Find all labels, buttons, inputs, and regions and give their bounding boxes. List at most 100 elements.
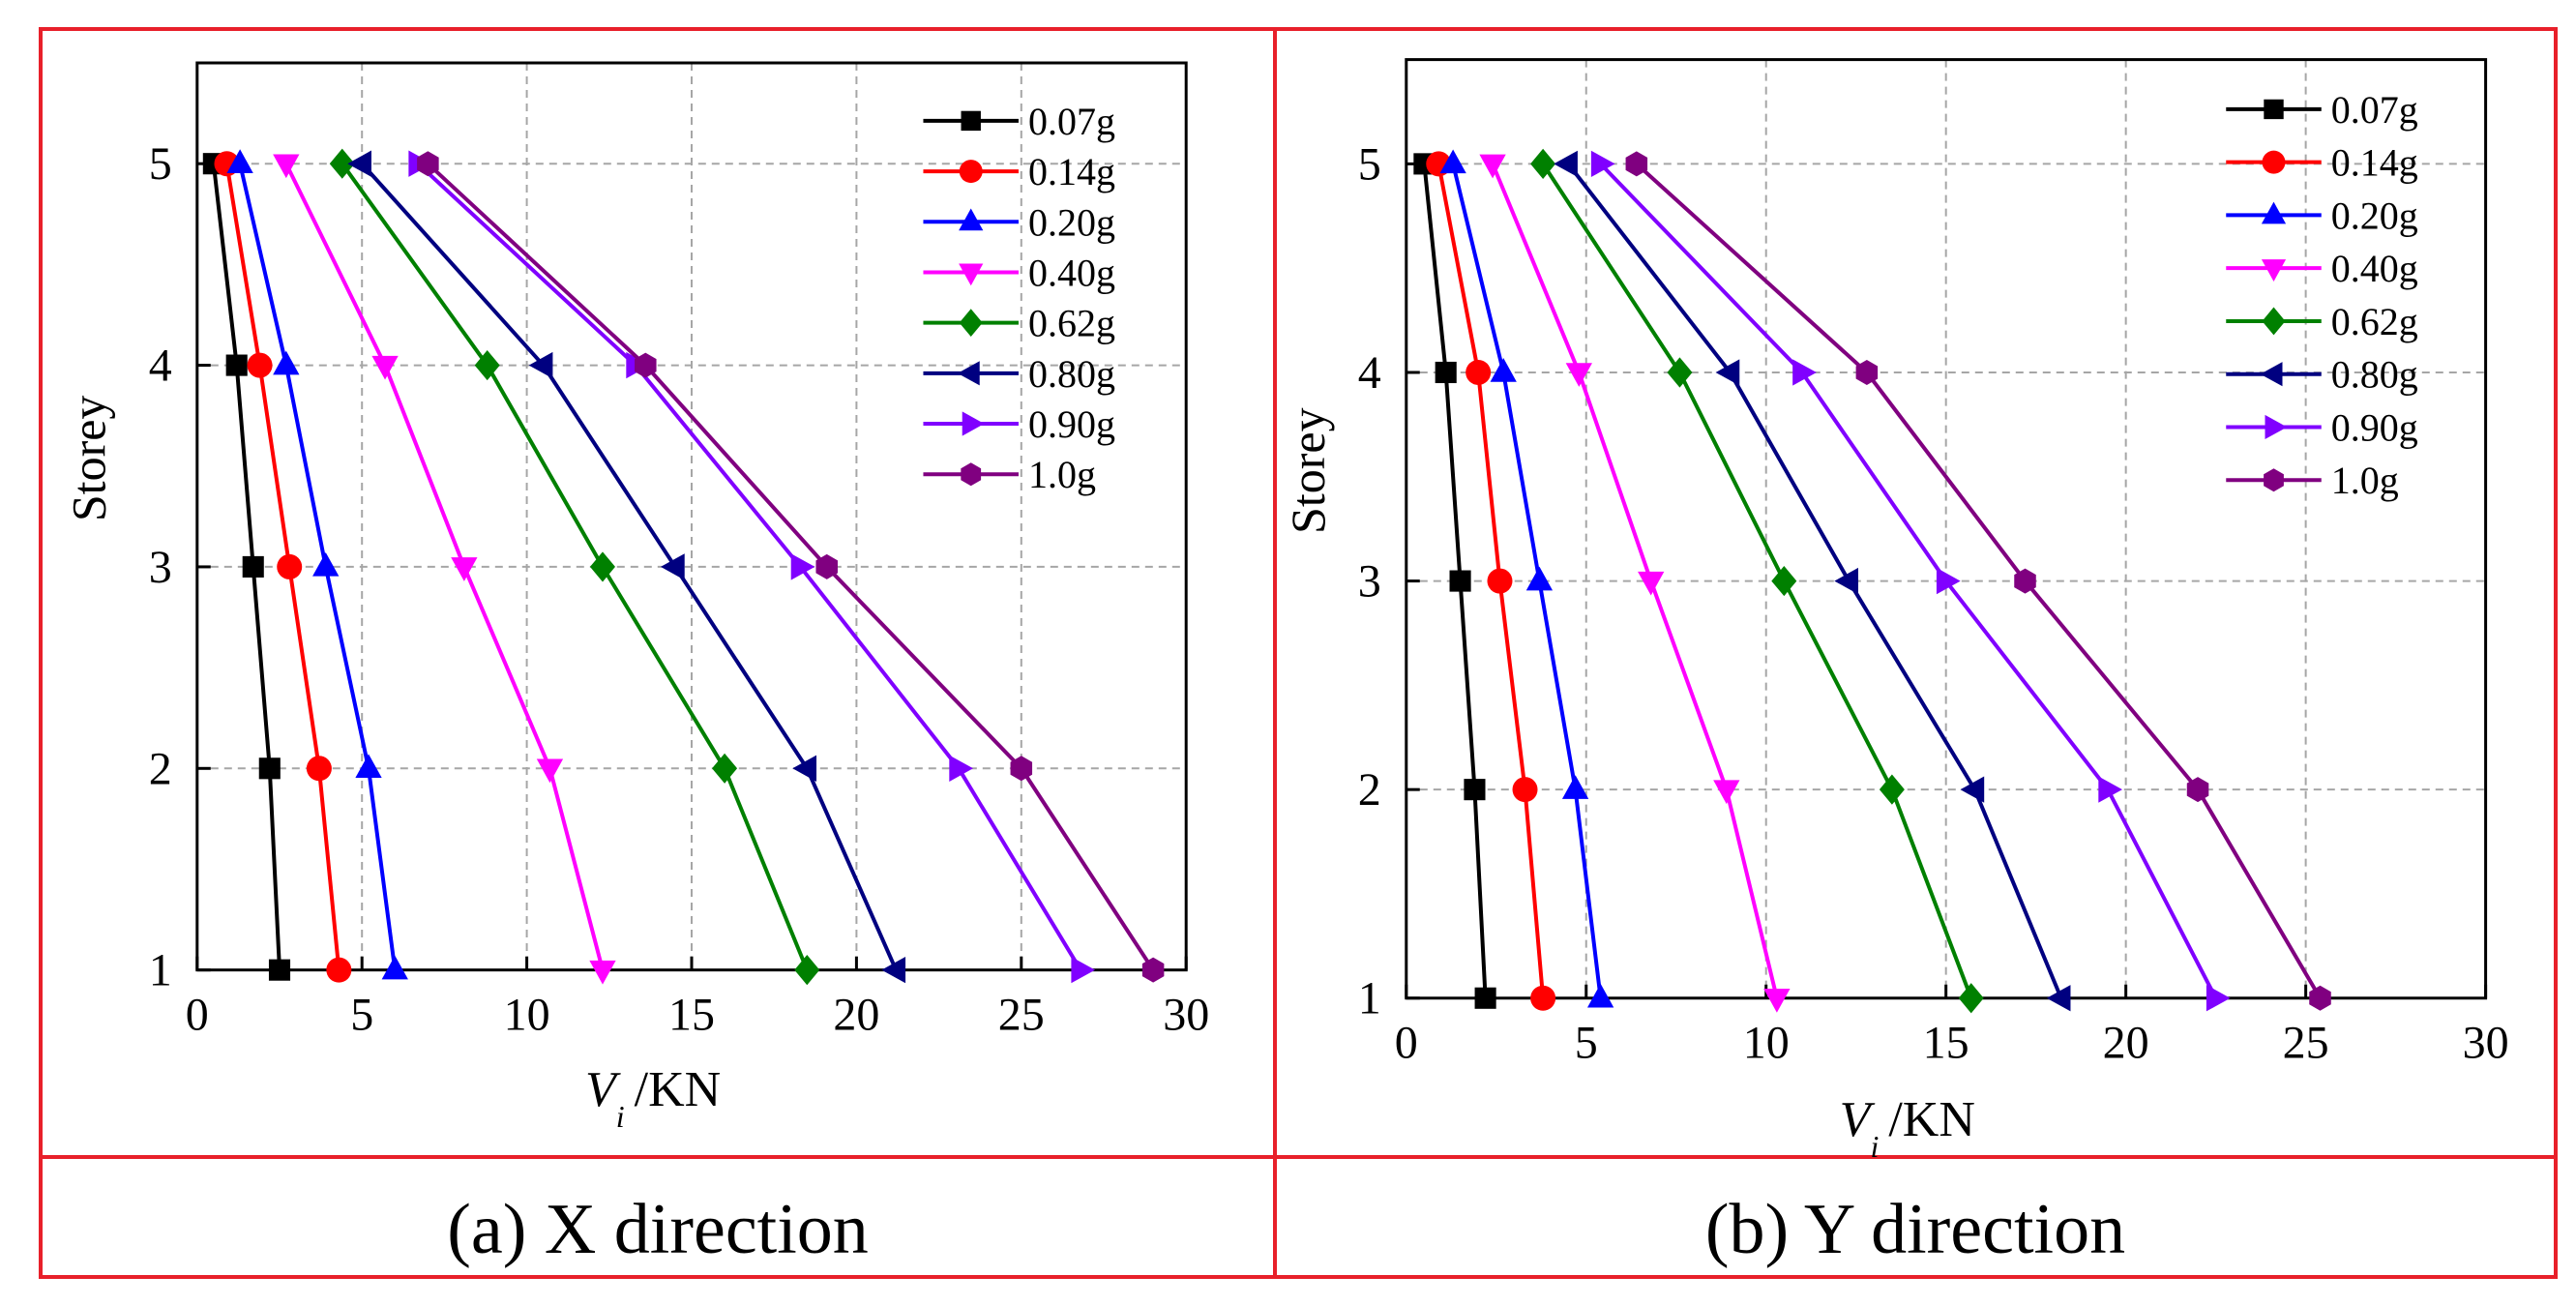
legend-marker xyxy=(2261,201,2287,224)
data-point xyxy=(2309,985,2331,1011)
y-tick-label: 1 xyxy=(1358,973,1381,1024)
legend-label: 0.62g xyxy=(2331,300,2418,343)
data-point xyxy=(1141,957,1165,983)
legend-item: 0.20g xyxy=(2226,193,2418,237)
legend-item: 0.62g xyxy=(923,302,1115,345)
legend-item: 0.14g xyxy=(2226,141,2418,185)
figure-frame xyxy=(39,27,2558,1279)
data-point xyxy=(712,753,738,784)
data-point xyxy=(1792,359,1817,386)
legend-marker xyxy=(959,208,984,231)
x-tick-label: 5 xyxy=(350,990,373,1041)
data-point xyxy=(589,551,615,582)
data-point xyxy=(2098,776,2123,803)
data-point xyxy=(2206,985,2231,1012)
y-tick-label: 1 xyxy=(149,945,172,996)
series-0.40g xyxy=(1479,154,1791,1013)
series-0.80g xyxy=(347,150,906,984)
legend-label: 1.0g xyxy=(2331,459,2399,502)
data-point xyxy=(355,754,382,779)
data-point xyxy=(1474,987,1496,1009)
data-point xyxy=(1512,777,1538,803)
series-1.0g xyxy=(417,151,1165,983)
panel-x-direction: 0 5 10 15 20 25 3012345StoreyVi/KN0.07g0.14g0.… xyxy=(62,61,1209,1134)
data-point xyxy=(1525,566,1554,591)
legend-item: 1.0g xyxy=(923,453,1096,496)
legend-marker xyxy=(2264,468,2284,492)
data-point xyxy=(815,553,838,579)
y-tick-label: 4 xyxy=(1358,347,1381,399)
caption-x-direction: (a) X direction xyxy=(447,1190,869,1269)
legend: 0.07g 0.14g 0.20g 0.40g 0.62g 0.80g 0.90g 1.0g xyxy=(2226,88,2418,502)
series-0.20g xyxy=(226,149,408,980)
legend-marker xyxy=(2264,99,2284,120)
x-tick-label: 15 xyxy=(1923,1018,1969,1069)
y-tick-label: 3 xyxy=(149,542,172,593)
data-point xyxy=(1435,361,1457,384)
data-point xyxy=(2014,568,2036,594)
legend-label: 0.40g xyxy=(1028,251,1115,294)
data-point xyxy=(1855,359,1879,385)
data-point xyxy=(329,148,355,179)
data-point xyxy=(242,555,264,578)
x-axis-label: Vi/KN xyxy=(1840,1092,1975,1164)
data-point xyxy=(1449,570,1471,592)
legend-item: 0.90g xyxy=(923,402,1115,446)
legend-item: 0.20g xyxy=(923,200,1115,244)
data-point xyxy=(1667,357,1693,388)
data-point xyxy=(381,955,408,980)
data-point xyxy=(589,960,616,985)
series-1.0g xyxy=(1625,151,2331,1011)
legend-marker xyxy=(957,361,980,386)
x-tick-label: 10 xyxy=(504,990,550,1041)
data-point xyxy=(273,154,300,179)
legend-item: 0.40g xyxy=(2226,247,2418,290)
legend-marker xyxy=(2262,150,2286,174)
legend-label: 0.07g xyxy=(2331,88,2418,132)
data-point xyxy=(1565,363,1592,387)
data-point xyxy=(1713,780,1740,805)
series-0.62g xyxy=(329,148,820,986)
legend-label: 0.80g xyxy=(2331,353,2418,397)
x-axis-label-subscript: i xyxy=(1870,1129,1879,1164)
data-point xyxy=(792,755,817,782)
series-0.20g xyxy=(1439,149,1614,1008)
legend-label: 0.80g xyxy=(1028,352,1115,396)
data-point xyxy=(2046,985,2071,1012)
data-point xyxy=(661,553,685,580)
data-point xyxy=(1625,151,1648,177)
data-point xyxy=(881,957,906,984)
x-axis-label-subscript: i xyxy=(616,1099,625,1134)
legend-marker xyxy=(2261,259,2287,282)
series-line xyxy=(341,163,810,971)
legend-label: 0.90g xyxy=(1028,402,1115,446)
data-point xyxy=(2186,777,2209,803)
y-tick-label: 3 xyxy=(1358,556,1381,608)
legend-marker xyxy=(2265,414,2288,440)
data-point xyxy=(225,354,248,376)
data-point xyxy=(1879,774,1905,805)
data-point xyxy=(536,758,564,784)
panel-y-direction: 0 5 10 15 20 25 3012345StoreyVi/KN0.07g0.14g0.… xyxy=(1281,58,2509,1164)
legend-label: 0.14g xyxy=(1028,150,1115,193)
x-tick-label: 30 xyxy=(2463,1018,2509,1069)
data-point xyxy=(474,349,500,381)
y-tick-label: 5 xyxy=(149,138,172,190)
data-point xyxy=(1715,359,1740,386)
series-line xyxy=(416,162,1082,971)
series-0.14g xyxy=(1426,151,1556,1011)
y-tick-label: 4 xyxy=(149,341,172,392)
legend-item: 0.62g xyxy=(2226,300,2418,343)
series-0.07g xyxy=(1413,153,1496,1009)
data-point xyxy=(258,757,281,780)
x-axis-label-symbol: V xyxy=(1840,1092,1876,1147)
series-0.62g xyxy=(1530,148,1984,1014)
data-point xyxy=(528,351,553,379)
legend-item: 0.40g xyxy=(923,251,1115,294)
data-point xyxy=(1487,568,1513,594)
x-axis-label: Vi/KN xyxy=(585,1062,721,1134)
data-point xyxy=(417,151,439,177)
x-tick-label: 5 xyxy=(1575,1018,1598,1069)
data-point xyxy=(1479,154,1506,179)
